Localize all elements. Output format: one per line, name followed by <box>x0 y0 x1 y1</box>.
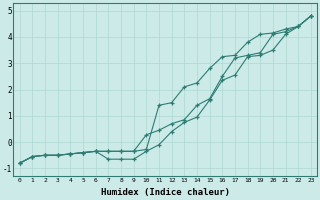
X-axis label: Humidex (Indice chaleur): Humidex (Indice chaleur) <box>101 188 230 197</box>
